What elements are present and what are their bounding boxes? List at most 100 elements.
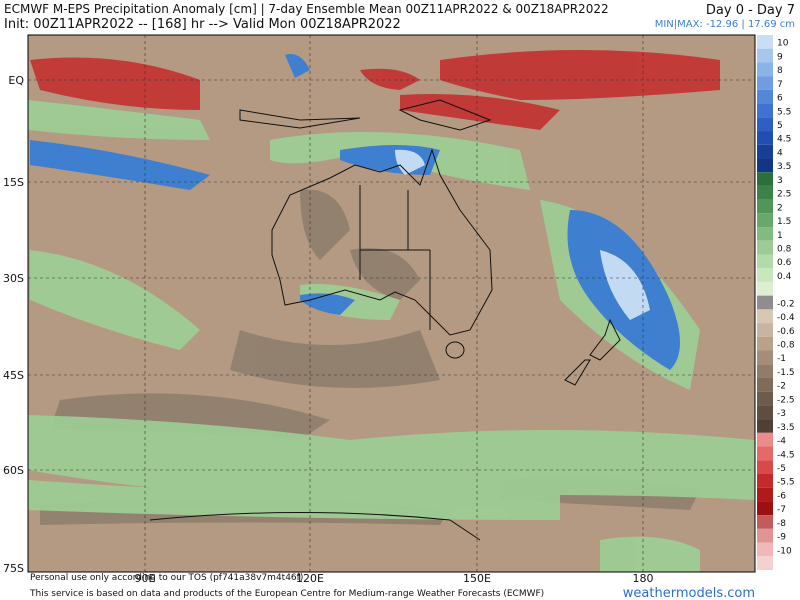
colorbar-label: 9 [777,52,783,62]
period: Day 0 - Day 7 [706,3,795,18]
colorbar-cell [757,501,773,516]
colorbar-label: -2 [777,382,786,392]
colorbar-label: -9 [777,533,786,543]
colorbar-label: 2 [777,203,783,213]
colorbar-cell [757,377,773,392]
lon-label: 150E [463,572,491,585]
dry-areas [30,50,720,130]
colorbar-label: 5 [777,121,783,131]
colorbar-label: -0.6 [777,327,795,337]
colorbar-cell [757,185,773,200]
colorbar-label: -3.5 [777,423,795,433]
colorbar-cell [757,515,773,529]
colorbar-cell [757,391,773,406]
map-frame [27,34,756,573]
lat-label: 45S [3,369,24,382]
colorbar-label: -0.8 [777,341,795,351]
colorbar-label: -1.5 [777,368,795,378]
colorbar-label: -0.2 [777,299,795,309]
colorbar: 10 9 8 7 6 5.5 5 4.5 4 3.5 3 2.5 2 1.5 1 0.8 0.6 0.4 -0.2 -… [757,35,795,570]
colorbar-label: -3 [777,409,786,419]
colorbar-label: 3 [777,176,783,186]
colorbar-cell [757,432,773,447]
colorbar-cell [757,528,773,543]
colorbar-label: -0.4 [777,313,795,323]
colorbar-label: -5.5 [777,478,795,488]
colorbar-label: -2.5 [777,395,795,405]
colorbar-label: -10 [777,546,792,556]
colorbar-label: -4 [777,437,786,447]
lat-label: 30S [3,272,24,285]
colorbar-cell [757,350,773,365]
colorbar-cell [757,460,773,474]
coastlines [149,99,621,541]
colorbar-label: 6 [777,94,783,104]
colorbar-cell [757,336,773,351]
colorbar-cell [757,254,773,269]
colorbar-cell [757,473,773,488]
tos-note: Personal use only according to our TOS (… [30,573,303,583]
colorbar-cell [757,281,773,296]
colorbar-cell [757,227,773,241]
colorbar-cell [757,487,773,502]
colorbar-cell [757,76,773,90]
colorbar-cell [757,542,773,557]
colorbar-label: -6 [777,491,786,501]
colorbar-label: 1 [777,231,783,241]
colorbar-cell [757,405,773,420]
colorbar-cell [757,419,773,433]
colorbar-cell [757,144,773,159]
site: weathermodels.com [623,586,755,600]
colorbar-label: 4.5 [777,135,791,145]
colorbar-cell [757,240,773,255]
colorbar-label: 4 [777,148,783,158]
lat-label: 60S [3,464,24,477]
subtitle: Init: 00Z11APR2022 -- [168] hr --> Valid… [4,17,401,32]
colorbar-label: -4.5 [777,450,795,460]
colorbar-label: 0.8 [777,244,792,254]
colorbar-label: 2.5 [777,190,791,200]
colorbar-cell [757,446,773,461]
colorbar-cell [757,89,773,104]
colorbar-cell [757,158,773,173]
colorbar-cell [757,323,773,337]
colorbar-label: 0.4 [777,272,792,282]
colorbar-label: 8 [777,66,783,76]
colorbar-label: 7 [777,80,783,90]
map: EQ 15S 30S 45S 60S 75S 90E 120E 150E 180 [3,34,756,585]
lon-label: 90E [135,572,156,585]
colorbar-cell [757,364,773,378]
colorbar-label: 10 [777,39,789,49]
colorbar-cell [757,556,773,570]
title: ECMWF M-EPS Precipitation Anomaly [cm] |… [4,2,609,16]
colorbar-cell [757,48,773,63]
lat-label: 15S [3,176,24,189]
colorbar-cell [757,172,773,186]
minmax: MIN|MAX: -12.96 | 17.69 cm [655,19,795,30]
lat-label: EQ [8,74,24,87]
colorbar-cell [757,117,773,132]
colorbar-label: 1.5 [777,217,791,227]
colorbar-cell [757,103,773,118]
colorbar-cell [757,309,773,324]
colorbar-cell [757,268,773,282]
wettest-areas [395,149,650,320]
colorbar-label: 3.5 [777,162,791,172]
colorbar-cell [757,213,773,228]
colorbar-label: -1 [777,354,786,364]
colorbar-cell [757,199,773,214]
lon-label: 120E [296,572,324,585]
lon-label: 180 [633,572,654,585]
colorbar-cell [757,62,773,77]
colorbar-cell [757,295,773,310]
colorbar-cell [757,35,773,49]
credit: This service is based on data and produc… [29,589,544,599]
colorbar-label: 0.6 [777,258,792,268]
lat-label: 75S [3,562,24,575]
colorbar-label: -5 [777,464,786,474]
colorbar-label: 5.5 [777,107,791,117]
colorbar-cell [757,131,773,145]
colorbar-label: -7 [777,505,786,515]
colorbar-label: -8 [777,519,786,529]
